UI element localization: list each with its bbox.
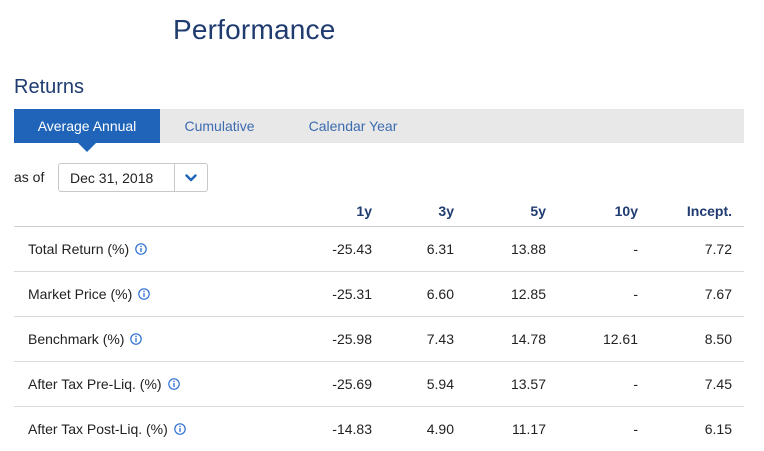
as-of-label: as of xyxy=(14,169,45,185)
chevron-down-icon xyxy=(185,173,197,181)
value-inception: 7.45 xyxy=(704,376,732,392)
info-circle-icon[interactable] xyxy=(167,378,180,390)
value-1y: -25.98 xyxy=(332,331,372,347)
info-circle-icon[interactable] xyxy=(173,423,186,435)
value-inception: 8.50 xyxy=(704,331,732,347)
value-5y: 14.78 xyxy=(510,331,546,347)
value-5y: 12.85 xyxy=(510,286,546,302)
column-header-3y: 3y xyxy=(438,203,454,219)
value-3y: 6.31 xyxy=(426,241,454,257)
value-1y: -14.83 xyxy=(332,421,372,437)
tab-cumulative[interactable]: Cumulative xyxy=(184,118,255,134)
row-label: After Tax Pre-Liq. (%) xyxy=(28,376,180,392)
as-of-date-select[interactable]: Dec 31, 2018 xyxy=(58,163,208,192)
value-inception: 7.67 xyxy=(704,286,732,302)
value-10y: - xyxy=(633,286,638,302)
column-header-10y: 10y xyxy=(614,203,638,219)
info-circle-icon[interactable] xyxy=(138,288,151,300)
value-10y: 12.61 xyxy=(602,331,638,347)
value-10y: - xyxy=(633,241,638,257)
row-label-text: Total Return (%) xyxy=(28,241,130,257)
info-circle-icon[interactable] xyxy=(135,243,147,255)
value-inception: 6.15 xyxy=(704,421,732,437)
value-1y: -25.43 xyxy=(332,241,372,257)
column-header-inception: Incept. xyxy=(686,203,732,219)
row-label: Benchmark (%) xyxy=(28,331,143,347)
value-3y: 7.43 xyxy=(426,331,454,347)
value-5y: 13.88 xyxy=(510,241,546,257)
returns-tabs: Average Annual Cumulative Calendar Year xyxy=(14,109,744,152)
returns-heading: Returns xyxy=(14,76,85,98)
value-5y: 11.17 xyxy=(512,421,546,437)
value-5y: 13.57 xyxy=(510,376,546,392)
table-row: After Tax Post-Liq. (%) -14.83 4.90 11.1… xyxy=(14,407,744,451)
row-label: Total Return (%) xyxy=(28,241,147,257)
value-10y: - xyxy=(633,421,638,437)
tab-average-annual[interactable]: Average Annual xyxy=(14,109,160,152)
table-row: After Tax Pre-Liq. (%) -25.69 5.94 13.57… xyxy=(14,362,744,407)
as-of-date-value: Dec 31, 2018 xyxy=(70,169,154,186)
value-1y: -25.31 xyxy=(332,286,372,302)
returns-table: 1y 3y 5y 10y Incept. Total Return (%) -2… xyxy=(14,196,744,451)
row-label-text: Benchmark (%) xyxy=(28,331,125,347)
row-label: After Tax Post-Liq. (%) xyxy=(28,421,186,437)
column-header-5y: 5y xyxy=(530,203,546,219)
value-3y: 4.90 xyxy=(426,421,454,437)
value-10y: - xyxy=(633,376,638,392)
row-label-text: After Tax Pre-Liq. (%) xyxy=(28,376,162,392)
info-circle-icon[interactable] xyxy=(130,333,143,345)
row-label: Market Price (%) xyxy=(28,286,151,302)
value-3y: 6.60 xyxy=(426,286,454,302)
value-inception: 7.72 xyxy=(704,241,732,257)
column-header-1y: 1y xyxy=(356,203,372,219)
value-1y: -25.69 xyxy=(332,376,372,392)
table-row: Total Return (%) -25.43 6.31 13.88 - 7.7… xyxy=(14,227,744,272)
table-row: Market Price (%) -25.31 6.60 12.85 - 7.6… xyxy=(14,272,744,317)
date-dropdown-toggle[interactable] xyxy=(174,164,207,191)
tab-calendar-year[interactable]: Calendar Year xyxy=(308,118,398,134)
page-title: Performance xyxy=(173,14,336,45)
table-row: Benchmark (%) -25.98 7.43 14.78 12.61 8.… xyxy=(14,317,744,362)
row-label-text: Market Price (%) xyxy=(28,286,133,302)
table-header: 1y 3y 5y 10y Incept. xyxy=(14,196,744,227)
row-label-text: After Tax Post-Liq. (%) xyxy=(28,421,168,437)
value-3y: 5.94 xyxy=(426,376,454,392)
